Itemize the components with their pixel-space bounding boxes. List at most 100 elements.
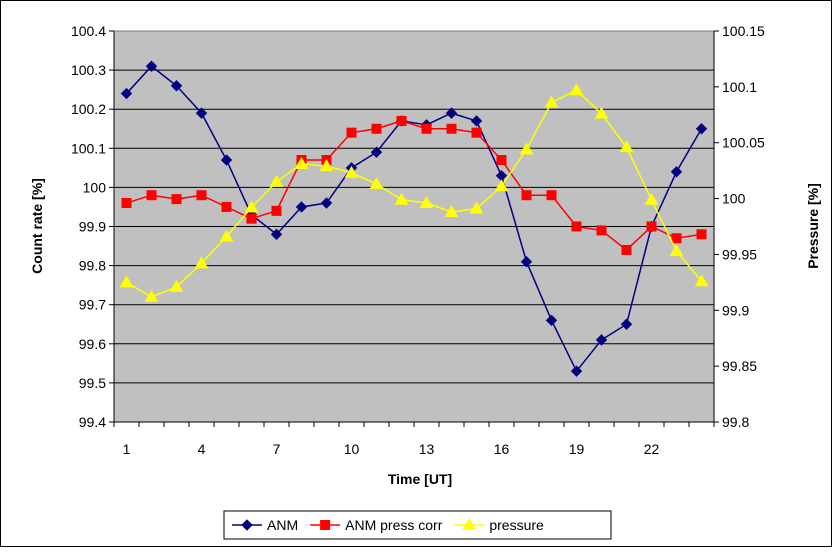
right-tick-label: 99.9: [722, 302, 749, 318]
data-point: [394, 192, 409, 205]
data-point: [244, 200, 259, 213]
data-point: [196, 190, 207, 201]
legend-label-2: pressure: [489, 517, 544, 533]
x-axis-title: Time [UT]: [388, 471, 452, 487]
data-point: [544, 95, 559, 108]
data-point: [246, 213, 257, 224]
legend: ANM ANM press corr pressure: [223, 510, 612, 540]
data-point: [494, 179, 509, 192]
left-tick-label: 99.9: [79, 219, 106, 235]
data-point: [371, 123, 382, 134]
x-tick-label: 4: [198, 441, 206, 457]
left-tick-label: 100.4: [71, 23, 106, 39]
data-point: [496, 155, 507, 166]
legend-label-0: ANM: [267, 517, 298, 533]
right-tick-label: 100.1: [722, 79, 757, 95]
series-line-0: [125, 65, 703, 373]
left-tick-label: 100.2: [71, 101, 106, 117]
data-point: [469, 201, 484, 214]
data-point: [471, 127, 482, 138]
data-point: [195, 107, 208, 119]
data-point: [596, 225, 607, 236]
data-point: [370, 146, 383, 158]
x-tick-label: 16: [494, 441, 510, 457]
data-point: [594, 106, 609, 119]
data-point: [271, 205, 282, 216]
left-tick-label: 99.6: [79, 336, 106, 352]
data-point: [369, 177, 384, 190]
data-point: [294, 156, 309, 169]
data-point: [670, 166, 683, 178]
x-tick-label: 7: [273, 441, 281, 457]
data-point: [545, 314, 558, 327]
data-point: [146, 190, 157, 201]
left-tick-label: 100.3: [71, 62, 106, 78]
left-axis-title: Count rate [%]: [29, 178, 45, 274]
left-tick-label: 99.8: [79, 258, 106, 274]
data-point: [319, 159, 334, 172]
left-tick-label: 99.5: [79, 375, 106, 391]
data-point: [419, 196, 434, 209]
data-point: [120, 87, 133, 100]
data-point: [570, 365, 583, 377]
data-point: [520, 255, 533, 268]
data-point: [396, 115, 407, 126]
data-point: [144, 289, 159, 302]
data-point: [595, 334, 608, 346]
data-point: [695, 123, 708, 135]
data-point: [119, 275, 134, 288]
series-layer: [119, 60, 709, 377]
data-point: [519, 142, 534, 155]
data-point: [546, 190, 557, 201]
data-point: [346, 127, 357, 138]
data-point: [194, 256, 209, 269]
data-point: [220, 154, 233, 166]
data-point: [571, 221, 582, 232]
data-point: [696, 229, 707, 240]
right-tick-label: 100.15: [722, 23, 765, 39]
legend-box: [223, 510, 612, 540]
right-tick-label: 99.8: [722, 414, 749, 430]
left-tick-label: 100.1: [71, 140, 106, 156]
x-tick-label: 1: [123, 441, 131, 457]
data-point: [219, 229, 234, 242]
data-point: [169, 279, 184, 292]
data-point: [170, 80, 183, 92]
left-tick-label: 100: [83, 179, 107, 195]
data-point: [521, 190, 532, 201]
right-tick-label: 99.85: [722, 358, 757, 374]
data-point: [646, 221, 657, 232]
data-point: [295, 201, 308, 213]
legend-label-1: ANM press corr: [345, 517, 443, 533]
data-point: [644, 192, 659, 205]
data-point: [344, 165, 359, 178]
data-point: [269, 174, 284, 187]
legend-marker-2: [462, 517, 477, 530]
data-point: [694, 274, 709, 287]
right-tick-label: 100.05: [722, 135, 765, 151]
data-point: [320, 197, 333, 209]
data-point: [446, 123, 457, 134]
data-point: [421, 123, 432, 134]
data-point: [620, 318, 633, 330]
data-point: [444, 204, 459, 217]
data-point: [270, 228, 283, 241]
right-tick-label: 100: [722, 191, 746, 207]
axes: 99.4 99.5 99.6 99.7 99.8 99.9 100 100.1 100.2 100…: [71, 23, 765, 457]
plot-area: [113, 30, 715, 423]
data-point: [221, 201, 232, 212]
data-point: [445, 107, 458, 119]
data-point: [619, 140, 634, 153]
data-point: [621, 244, 632, 255]
x-tick-label: 10: [344, 441, 360, 457]
data-point: [121, 198, 132, 209]
x-tick-label: 19: [569, 441, 585, 457]
legend-marker-1: [320, 520, 331, 530]
left-tick-label: 99.4: [79, 414, 106, 430]
x-tick-label: 13: [419, 441, 435, 457]
data-point: [470, 115, 483, 127]
data-point: [171, 194, 182, 205]
data-point: [671, 233, 682, 244]
